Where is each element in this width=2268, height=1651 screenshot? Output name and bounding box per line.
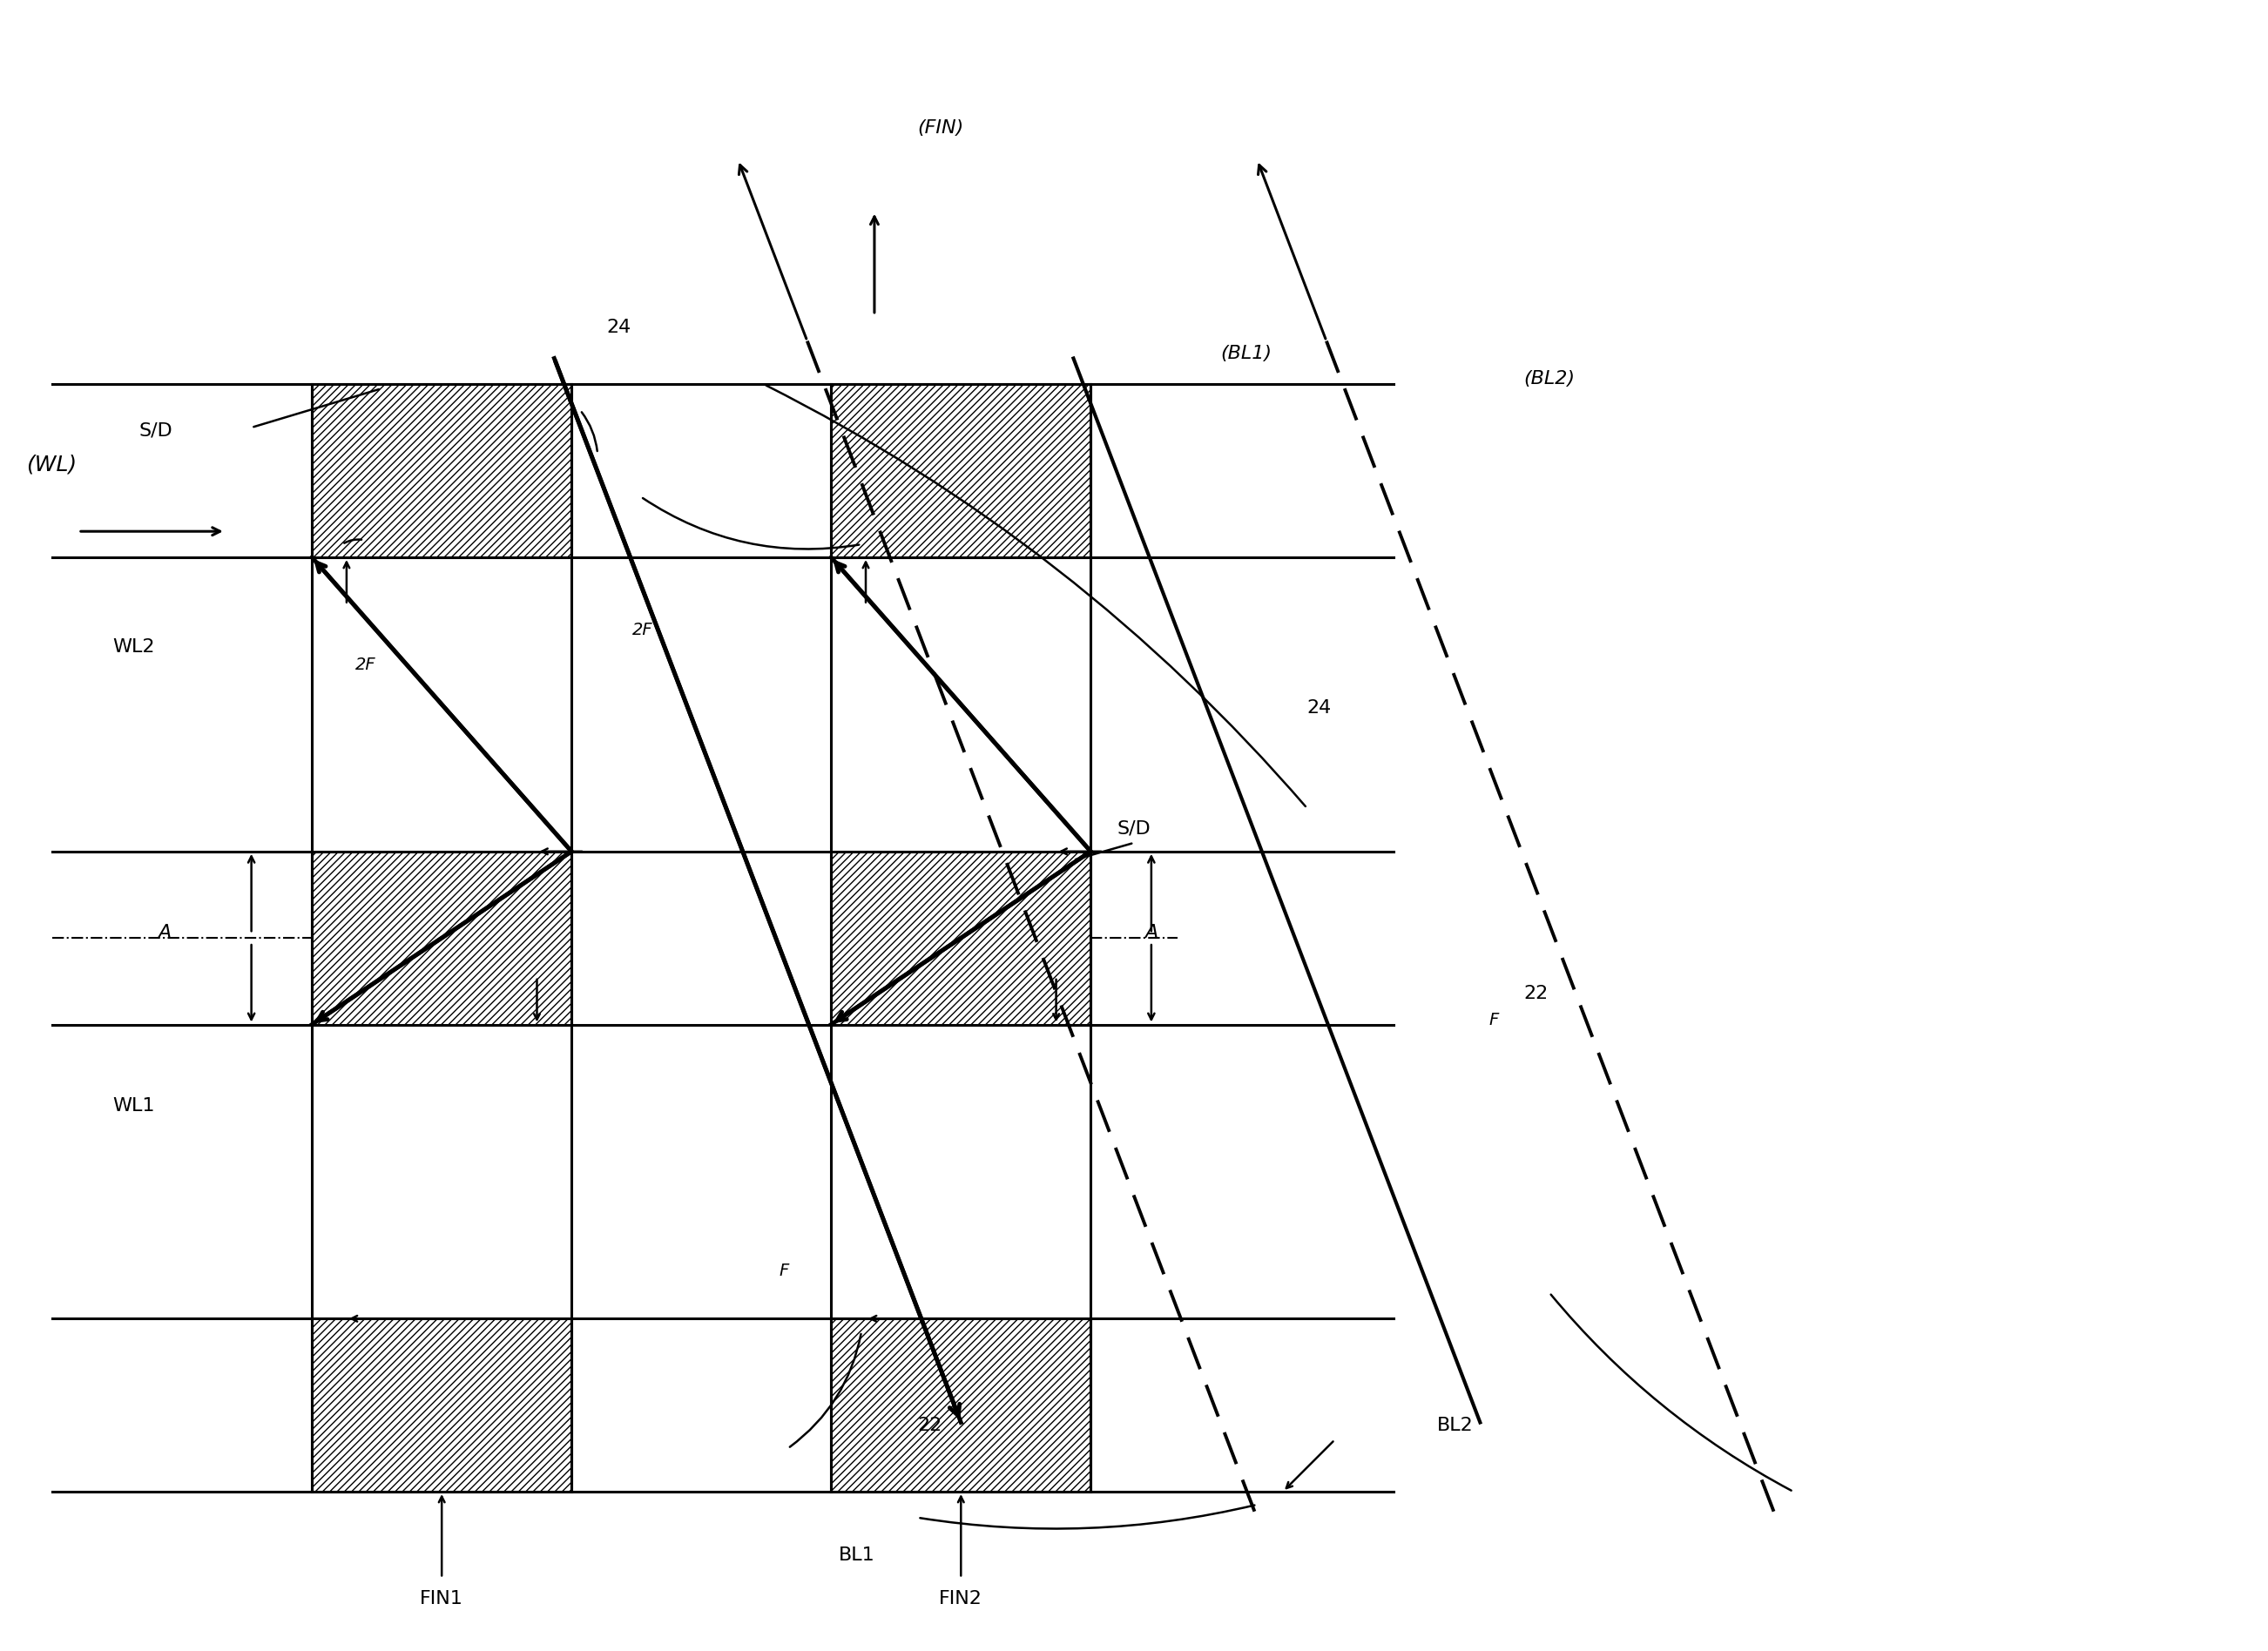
Bar bbox=[830, 385, 1091, 558]
Bar bbox=[830, 852, 1091, 1025]
Bar bbox=[313, 385, 572, 558]
Text: 22: 22 bbox=[919, 1417, 941, 1435]
Text: (BL1): (BL1) bbox=[1220, 345, 1272, 362]
Text: 2F: 2F bbox=[356, 657, 376, 674]
Text: S/D: S/D bbox=[1116, 821, 1150, 837]
Text: FIN1: FIN1 bbox=[420, 1590, 463, 1608]
Text: (BL2): (BL2) bbox=[1524, 370, 1574, 388]
Text: 22: 22 bbox=[1524, 984, 1549, 1002]
Text: F: F bbox=[780, 1263, 789, 1280]
Bar bbox=[830, 1319, 1091, 1491]
Text: (FIN): (FIN) bbox=[919, 119, 964, 137]
Text: WL1: WL1 bbox=[113, 1096, 154, 1114]
Text: BL1: BL1 bbox=[839, 1547, 875, 1565]
Text: WL2: WL2 bbox=[113, 639, 154, 655]
Text: 24: 24 bbox=[606, 319, 631, 335]
Text: BL2: BL2 bbox=[1438, 1417, 1474, 1435]
Text: 24: 24 bbox=[1306, 698, 1331, 717]
Text: (WL): (WL) bbox=[27, 454, 77, 475]
Text: S/D: S/D bbox=[138, 423, 172, 439]
Bar bbox=[313, 852, 572, 1025]
Text: A: A bbox=[1145, 925, 1159, 941]
Text: FIN2: FIN2 bbox=[939, 1590, 982, 1608]
Text: F: F bbox=[1488, 1012, 1499, 1029]
Text: A: A bbox=[159, 925, 172, 941]
Bar bbox=[313, 1319, 572, 1491]
Text: 2F: 2F bbox=[633, 622, 653, 639]
